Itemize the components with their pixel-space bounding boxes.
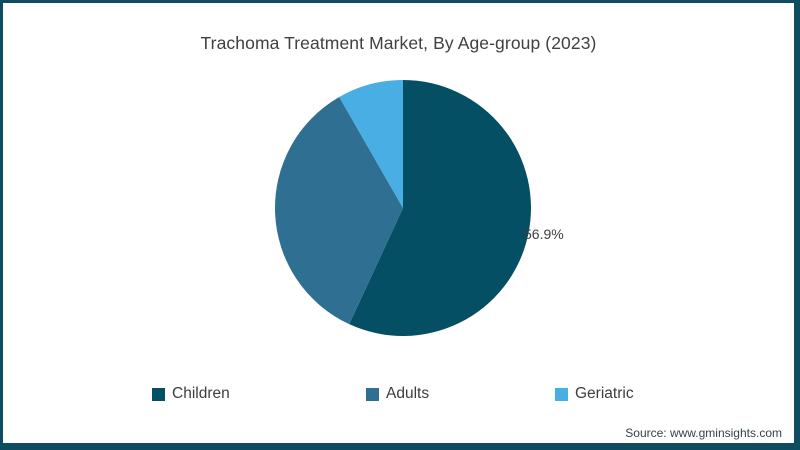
legend-label-geriatric: Geriatric: [575, 385, 634, 402]
source-attribution: Source: www.gminsights.com: [625, 426, 782, 440]
pie-slice-geriatric: [339, 80, 403, 208]
legend-swatch-geriatric-icon: [555, 387, 568, 401]
legend-item-children: Children: [152, 385, 230, 403]
pie-slice-adults: [274, 97, 403, 325]
legend-label-children: Children: [172, 385, 230, 402]
chart-title: Trachoma Treatment Market, By Age-group …: [200, 33, 597, 53]
legend-item-adults: Adults: [366, 385, 429, 403]
pie-chart: [274, 80, 531, 336]
pie-slice-children: [349, 80, 531, 336]
legend-swatch-children-icon: [152, 387, 165, 401]
legend-item-geriatric: Geriatric: [555, 385, 634, 403]
data-label-children: 56.9%: [524, 226, 564, 242]
legend-swatch-adults-icon: [366, 387, 379, 401]
legend-label-adults: Adults: [386, 385, 430, 402]
